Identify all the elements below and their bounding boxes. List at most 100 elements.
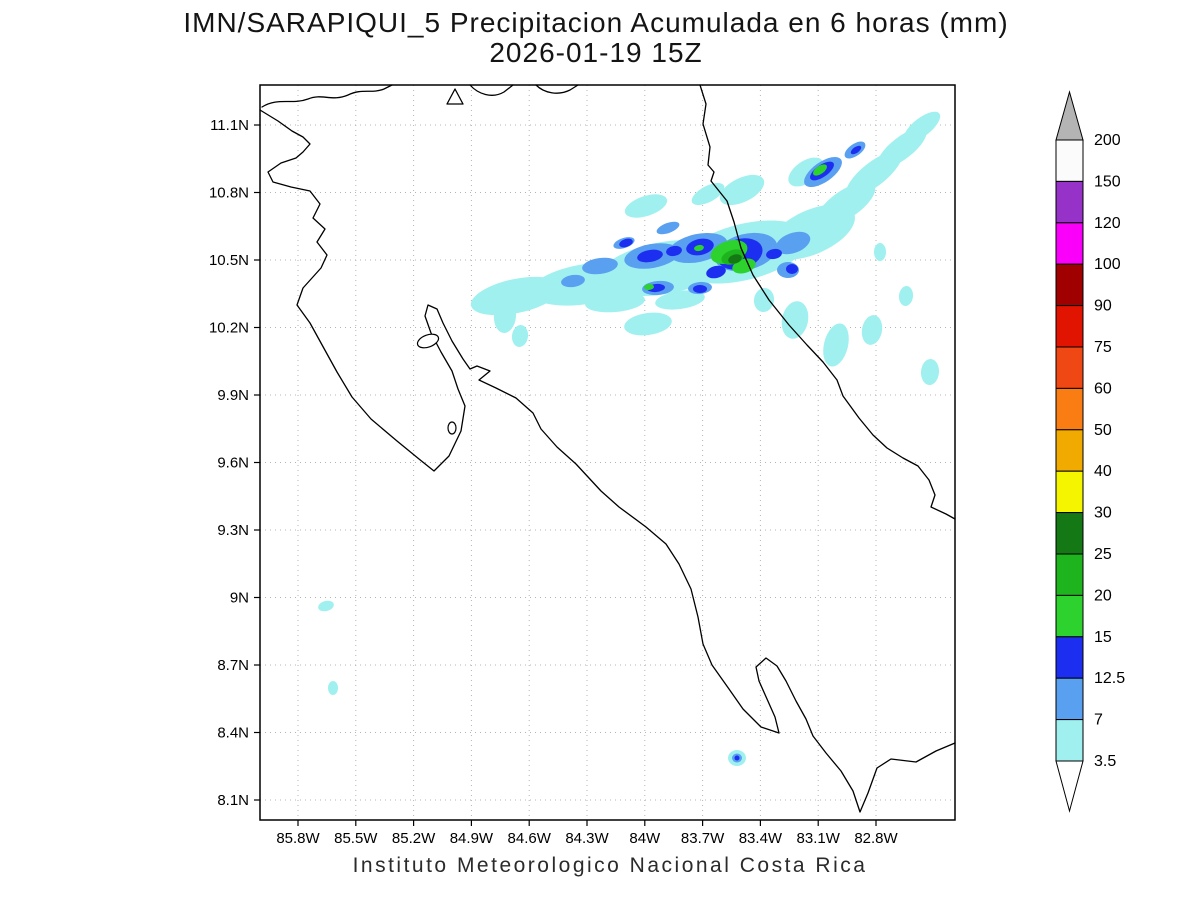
colorbar-cell [1055,139,1084,182]
colorbar-tick-label: 75 [1094,339,1112,356]
precip-region-3.5mm [874,243,886,261]
island [416,333,440,349]
coastline-layer [259,84,956,813]
colorbar-tick-label: 100 [1094,256,1121,273]
colorbar-cell [1055,636,1084,679]
colorbar-tick-label: 3.5 [1094,753,1116,770]
island [447,421,457,435]
precip-region-7mm [656,221,680,235]
colorbar-cell [1055,553,1084,596]
y-tick-label: 10.5N [209,252,249,269]
precip-region-12.5mm [637,249,663,263]
precip-region-3.5mm [655,290,705,310]
precip-region-3.5mm [585,291,645,313]
precip-region-3.5mm [753,288,775,312]
precip-region-12.5mm [666,245,682,257]
x-tick-label: 83.1W [797,830,841,847]
colorbar-cell [1055,719,1084,762]
footer-caption: Instituto Meteorologico Nacional Costa R… [353,854,868,877]
precip-region-3.5mm [920,359,940,385]
colorbar-cell [1055,346,1084,389]
precip-region-3.5mm [788,157,824,187]
colorbar-tick-label: 200 [1094,132,1121,149]
precip-region-7mm [561,274,585,288]
x-tick-label: 84.3W [565,830,609,847]
colorbar-tick-label: 7 [1094,712,1103,729]
x-tick-label: 83.7W [681,830,725,847]
x-tick-label: 84.6W [508,830,552,847]
y-tick-label: 8.4N [217,725,249,742]
precip-region-3.5mm [624,194,668,218]
colorbar-tick-label: 90 [1094,298,1112,315]
precip-region-3.5mm [511,325,529,347]
precipitation-shading-layer [318,111,941,766]
x-tick-label: 83.4W [739,830,783,847]
colorbar-cell [1055,470,1084,514]
precip-region-15mm [813,164,827,176]
colorbar-tick-label: 50 [1094,422,1112,439]
precip-region-3.5mm [624,312,672,336]
precip-region-12.5mm [766,248,782,260]
y-tick-label: 9.3N [217,522,249,539]
y-tick-label: 9N [230,590,249,607]
colorbar-cell [1055,429,1084,472]
colorbar-cell [1055,677,1084,721]
y-tick-label: 9.6N [217,455,249,472]
colorbar-cell [1055,387,1084,431]
chart-title: IMN/SARAPIQUI_5 Precipitacion Acumulada … [183,7,1008,38]
colorbar-tick-label: 12.5 [1094,670,1125,687]
x-tick-label: 85.8W [276,830,320,847]
precip-region-3.5mm [861,315,883,345]
precip-region-12.5mm [693,285,707,293]
precip-region-3.5mm [781,301,809,339]
colorbar: 200 150 120 100 90 75 60 50 40 30 25 20 15 12.5 7 3.5 [1055,90,1125,813]
coastline [699,84,956,520]
precip-region-3.5mm [493,299,517,333]
y-tick-label: 8.1N [217,792,249,809]
colorbar-tick-label: 40 [1094,463,1112,480]
precip-region-12.5mm [850,145,862,155]
precip-region-3.5mm [328,681,338,695]
axis-layer: 85.8W 85.5W 85.2W 84.9W 84.6W 84.3W 84W 83.7W 83… [209,117,899,847]
colorbar-cell [1055,263,1084,307]
y-tick-label: 10.8N [209,185,249,202]
grid-layer [260,85,955,820]
coastline [259,109,956,813]
precip-region-3.5mm [823,323,849,367]
y-tick-label: 11.1N [210,117,249,134]
colorbar-tick-label: 150 [1094,173,1121,190]
colorbar-tick-label: 15 [1094,629,1112,646]
precip-region-3.5mm [903,111,941,143]
x-tick-label: 85.5W [334,830,378,847]
colorbar-cell [1055,512,1084,555]
precip-region-3.5mm [719,174,765,206]
y-tick-label: 8.7N [217,657,249,674]
coastline [446,88,464,105]
coastline [535,84,579,94]
chart-subtitle-datetime: 2026-01-19 15Z [489,37,702,68]
x-tick-label: 85.2W [392,830,436,847]
colorbar-cell [1055,222,1084,265]
colorbar-tick-label: 120 [1094,215,1121,232]
y-tick-label: 10.2N [209,320,249,337]
precip-region-15mm [644,283,654,291]
colorbar-cell [1055,594,1084,638]
colorbar-tick-label: 20 [1094,587,1112,604]
precip-region-12.5mm [706,265,726,279]
plot-frame [259,84,956,821]
precip-region-7mm [582,257,618,275]
precip-region-15mm [694,244,704,252]
colorbar-tick-label: 30 [1094,505,1112,522]
x-tick-label: 84.9W [450,830,494,847]
colorbar-tick-label: 60 [1094,380,1112,397]
coastline [469,84,514,96]
precip-region-3.5mm [318,600,334,612]
precip-region-25mm [728,254,742,264]
precip-region-7mm [775,231,811,255]
colorbar-arrow-bottom [1055,760,1084,813]
coastline [261,84,393,108]
colorbar-tick-label: 25 [1094,546,1112,563]
colorbar-cell [1055,305,1084,348]
